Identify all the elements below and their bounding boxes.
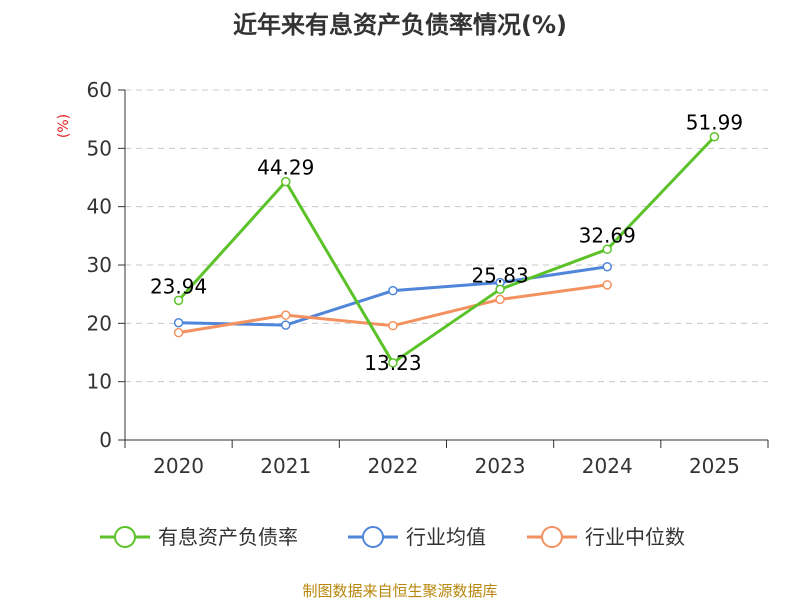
y-tick-label: 40 xyxy=(87,195,112,219)
series-layer xyxy=(173,131,720,368)
x-tick-label: 2024 xyxy=(582,454,633,478)
y-tick-label: 60 xyxy=(87,78,112,102)
x-tick-label: 2020 xyxy=(153,454,204,478)
chart-title: 近年来有息资产负债率情况(%) xyxy=(233,11,567,39)
legend-label: 有息资产负债率 xyxy=(158,525,298,549)
data-point xyxy=(281,310,291,320)
y-tick-label: 50 xyxy=(87,136,112,160)
x-tick-label: 2025 xyxy=(689,454,740,478)
data-point xyxy=(602,262,612,272)
data-point xyxy=(281,320,291,330)
gridlines xyxy=(125,89,768,383)
y-tick-label: 0 xyxy=(99,428,112,452)
data-point xyxy=(602,280,612,290)
axes: 0 10 20 30 40 50 60 2020 2021 2022 2023 2024 2025 xyxy=(87,78,769,478)
y-axis-unit: (%) xyxy=(56,114,72,138)
data-point xyxy=(709,131,720,142)
data-point xyxy=(173,295,184,306)
legend-marker-icon xyxy=(541,526,563,548)
legend-item: 行业均值 xyxy=(348,525,486,549)
data-point xyxy=(388,320,398,331)
legend-marker-icon xyxy=(362,526,384,548)
data-label: 32.69 xyxy=(579,223,636,247)
x-tick-label: 2021 xyxy=(260,454,311,478)
y-tick-label: 20 xyxy=(87,311,112,335)
legend-marker-icon xyxy=(114,526,136,548)
y-tick-label: 30 xyxy=(87,253,112,277)
data-label: 25.83 xyxy=(471,263,528,287)
data-point xyxy=(495,284,505,295)
x-tick-label: 2022 xyxy=(367,454,418,478)
source-note: 制图数据来自恒生聚源数据库 xyxy=(302,582,497,600)
data-label: 23.94 xyxy=(150,274,207,298)
x-tick-label: 2023 xyxy=(475,454,526,478)
data-point xyxy=(281,176,291,187)
data-point xyxy=(388,285,398,296)
data-labels: 23.94 44.29 13.23 25.83 32.69 51.99 xyxy=(150,111,743,375)
data-point xyxy=(388,358,398,368)
data-point xyxy=(173,318,184,328)
series-line xyxy=(177,135,716,365)
data-point xyxy=(495,294,505,305)
legend: 有息资产负债率 行业均值 行业中位数 xyxy=(100,525,685,549)
data-label: 44.29 xyxy=(257,156,314,180)
series-line xyxy=(177,265,609,327)
legend-label: 行业均值 xyxy=(406,525,486,549)
data-label: 51.99 xyxy=(686,111,743,135)
data-point xyxy=(602,244,612,255)
y-tick-label: 10 xyxy=(87,370,112,394)
legend-item: 行业中位数 xyxy=(527,525,685,549)
data-point xyxy=(173,327,184,338)
legend-label: 行业中位数 xyxy=(585,525,685,549)
legend-item: 有息资产负债率 xyxy=(100,525,298,549)
data-label: 13.23 xyxy=(364,351,421,375)
